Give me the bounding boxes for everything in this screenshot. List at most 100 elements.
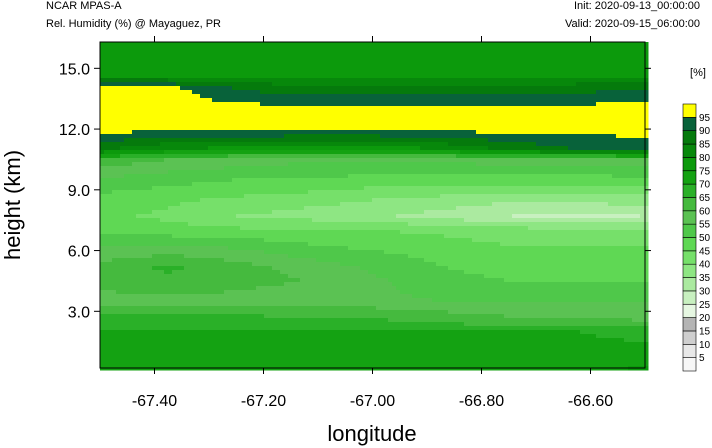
field-cell [580,66,585,71]
field-cell [316,82,321,87]
field-cell [532,110,537,115]
field-cell [560,70,565,75]
field-cell [276,130,281,135]
field-cell [480,98,485,103]
field-cell [636,94,641,99]
field-cell [364,146,369,151]
field-cell [216,70,221,75]
field-cell [444,90,449,95]
field-cell [352,42,357,47]
field-cell [604,78,609,83]
field-cell [208,58,213,63]
field-cell [428,86,433,91]
field-cell [176,142,181,147]
field-cell [276,162,281,167]
field-cell [628,142,633,147]
field-cell [596,142,601,147]
field-cell [100,50,105,55]
field-cell [416,150,421,155]
field-cell [564,46,569,51]
field-cell [352,62,357,67]
field-cell [556,142,561,147]
field-cell [216,82,221,87]
field-cell [420,102,425,107]
field-cell [432,98,437,103]
field-cell [100,134,105,139]
field-cell [420,70,425,75]
field-cell [104,178,109,183]
field-cell [544,74,549,79]
field-cell [616,42,621,47]
field-cell [112,182,117,187]
field-cell [284,78,289,83]
field-cell [380,150,385,155]
field-cell [492,146,497,151]
field-cell [292,74,297,79]
field-cell [240,178,245,183]
field-cell [520,118,525,123]
field-cell [456,110,461,115]
field-cell [488,130,493,135]
field-cell [260,142,265,147]
field-cell [160,58,165,63]
field-cell [196,162,201,167]
field-cell [156,182,161,187]
field-cell [308,158,313,163]
field-cell [184,174,189,179]
field-cell [600,142,605,147]
field-cell [400,166,405,171]
field-cell [480,58,485,63]
field-cell [308,94,313,99]
field-cell [444,78,449,83]
field-cell [280,54,285,59]
field-cell [452,94,457,99]
field-cell [396,178,401,183]
field-cell [388,70,393,75]
field-cell [216,154,221,159]
field-cell [172,86,177,91]
field-cell [412,50,417,55]
field-cell [228,74,233,79]
field-cell [404,130,409,135]
field-cell [176,82,181,87]
field-cell [148,126,153,131]
field-cell [536,146,541,151]
field-cell [404,158,409,163]
field-cell [276,158,281,163]
field-cell [340,78,345,83]
field-cell [268,98,273,103]
field-cell [368,182,373,187]
field-cell [316,178,321,183]
field-cell [416,78,421,83]
field-cell [144,122,149,127]
field-cell [228,66,233,71]
field-cell [316,70,321,75]
field-cell [204,130,209,135]
field-cell [400,158,405,163]
field-cell [292,102,297,107]
field-cell [632,182,637,187]
field-cell [252,122,257,127]
field-cell [348,150,353,155]
field-cell [600,138,605,143]
field-cell [372,126,377,131]
field-cell [588,98,593,103]
field-cell [592,130,597,135]
field-cell [456,174,461,179]
field-cell [572,114,577,119]
field-cell [132,62,137,67]
field-cell [368,50,373,55]
field-cell [360,70,365,75]
field-cell [360,114,365,119]
field-cell [612,118,617,123]
field-cell [156,46,161,51]
field-cell [532,146,537,151]
field-cell [468,110,473,115]
field-cell [100,110,105,115]
field-cell [312,94,317,99]
field-cell [104,78,109,83]
field-cell [548,138,553,143]
field-cell [644,134,649,139]
field-cell [228,50,233,55]
field-cell [304,134,309,139]
